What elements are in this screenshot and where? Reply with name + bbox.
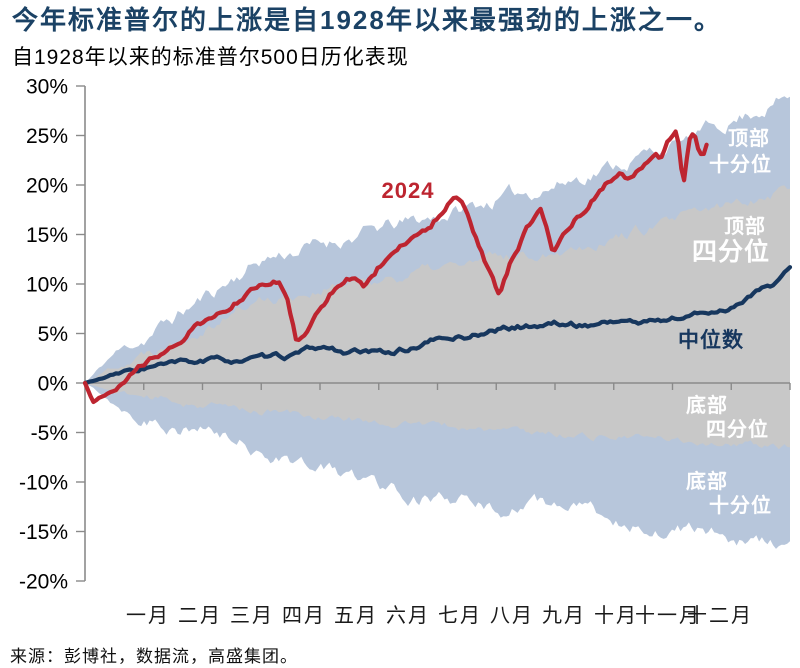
y-tick-label: 0%	[38, 373, 68, 396]
label-bottom-decile: 十分位	[709, 493, 772, 517]
y-tick-label: 20%	[26, 175, 68, 198]
median-line	[82, 265, 793, 386]
y-tick-label: 10%	[26, 274, 68, 297]
month-label: 十一月	[635, 604, 701, 627]
label-top-decile: 顶部	[728, 126, 770, 150]
label-top-quartile: 顶部	[724, 214, 766, 238]
month-label: 一月	[126, 605, 170, 627]
month-label: 四月	[282, 605, 326, 627]
y-tick-label: -10%	[19, 472, 68, 495]
month-label: 七月	[438, 604, 482, 627]
label-2024: 2024	[382, 178, 435, 203]
month-label: 十二月	[687, 604, 753, 627]
month-label: 十月	[594, 604, 638, 627]
y-tick-label: 30%	[26, 76, 68, 99]
y-tick-label: 25%	[26, 125, 68, 148]
label-bottom-quartile: 底部	[686, 393, 728, 417]
y-tick-label: -20%	[19, 571, 68, 594]
y-tick-label: 15%	[26, 224, 68, 247]
month-label: 五月	[334, 605, 378, 627]
y-tick-label: -5%	[31, 422, 68, 445]
y-tick-label: 5%	[38, 323, 68, 346]
label-bottom-quartile: 四分位	[706, 417, 769, 441]
source-note: 来源：彭博社，数据流，高盛集团。	[10, 647, 298, 666]
line-2024	[82, 129, 709, 405]
chart-header: 今年标准普尔的上涨是自1928年以来最强劲的上涨之一。 自1928年以来的标准普…	[12, 5, 798, 71]
month-label: 八月	[490, 605, 534, 627]
label-median: 中位数	[678, 328, 744, 352]
month-label: 九月	[542, 604, 586, 627]
y-tick-label: -15%	[19, 521, 68, 544]
chart-subtitle: 自1928年以来的标准普尔500日历化表现	[12, 46, 409, 70]
label-bottom-decile: 底部	[686, 469, 728, 493]
label-top-decile: 十分位	[709, 152, 772, 176]
month-label: 六月	[386, 604, 430, 627]
month-label: 三月	[230, 605, 274, 627]
label-top-quartile: 四分位	[692, 237, 770, 266]
page-title: 今年标准普尔的上涨是自1928年以来最强劲的上涨之一。	[12, 5, 722, 35]
month-label: 二月	[178, 605, 222, 627]
